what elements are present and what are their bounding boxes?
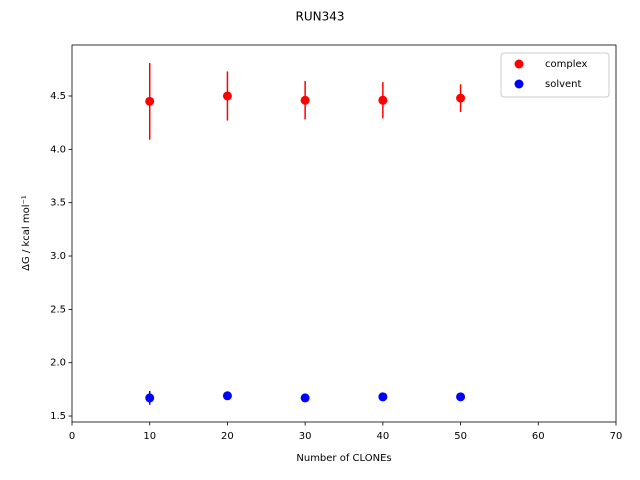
point xyxy=(222,391,232,401)
y-tick-label: 3.5 xyxy=(50,198,66,209)
legend-label: complex xyxy=(545,59,587,70)
x-tick-label: 30 xyxy=(299,431,312,442)
y-tick-label: 2.5 xyxy=(50,304,66,315)
x-tick-label: 40 xyxy=(376,431,389,442)
point xyxy=(456,93,466,103)
x-tick-label: 0 xyxy=(69,431,75,442)
x-tick-label: 20 xyxy=(221,431,234,442)
point xyxy=(145,393,155,403)
legend-box xyxy=(500,52,610,98)
x-tick-label: 60 xyxy=(532,431,545,442)
y-tick-label: 4.5 xyxy=(50,91,66,102)
point xyxy=(378,95,388,105)
point xyxy=(456,392,466,402)
point xyxy=(300,393,310,403)
x-tick-label: 10 xyxy=(143,431,156,442)
y-tick-label: 4.0 xyxy=(50,144,66,155)
legend-label: solvent xyxy=(545,79,582,90)
y-tick-label: 1.5 xyxy=(50,411,66,422)
chart-title: RUN343 xyxy=(295,10,344,24)
legend-marker xyxy=(514,79,524,89)
x-tick-label: 50 xyxy=(454,431,467,442)
plot-frame xyxy=(71,44,617,423)
point xyxy=(378,392,388,402)
point xyxy=(300,95,310,105)
x-tick-label: 70 xyxy=(610,431,623,442)
point xyxy=(145,96,155,106)
y-axis-label: ΔG / kcal mol⁻¹ xyxy=(21,195,32,271)
point xyxy=(222,91,232,101)
y-tick-label: 2.0 xyxy=(50,358,66,369)
y-tick-label: 3.0 xyxy=(50,251,66,262)
legend-marker xyxy=(514,59,524,69)
x-axis-label: Number of CLONEs xyxy=(296,453,391,464)
